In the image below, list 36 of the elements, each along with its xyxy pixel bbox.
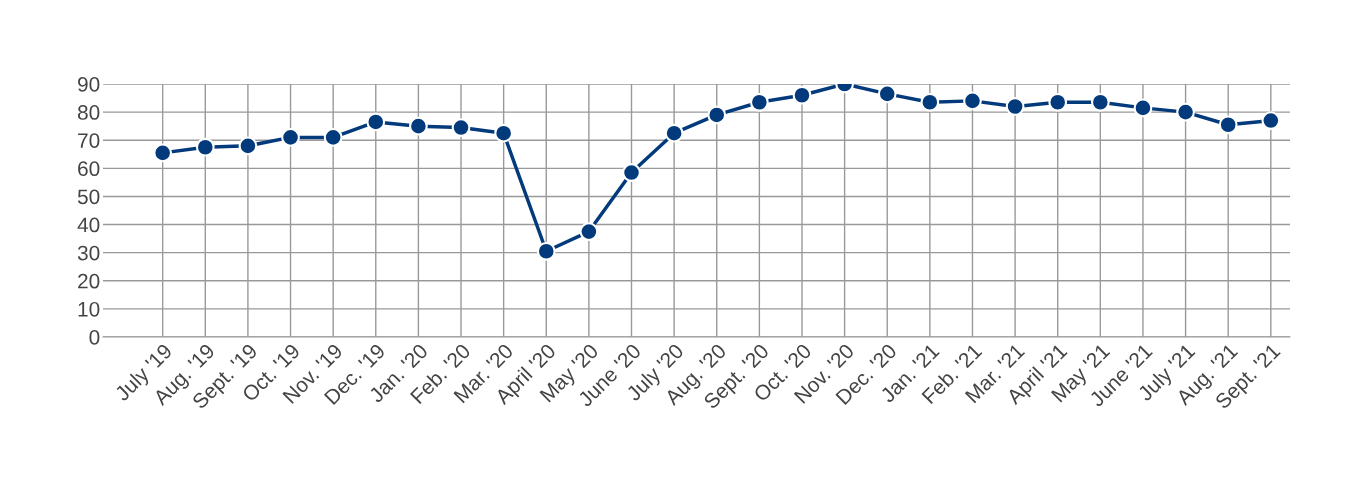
point bbox=[323, 128, 343, 147]
point bbox=[409, 116, 428, 136]
y-tick-label: 70 bbox=[78, 133, 100, 148]
point bbox=[238, 136, 258, 156]
point bbox=[153, 143, 173, 163]
y-tick-label: 30 bbox=[77, 245, 100, 261]
point bbox=[1005, 97, 1025, 116]
point bbox=[792, 85, 812, 105]
point bbox=[664, 123, 684, 143]
y-tick-label: 10 bbox=[78, 301, 100, 317]
point bbox=[281, 128, 300, 147]
y-tick-label: 50 bbox=[77, 189, 100, 205]
point bbox=[451, 118, 471, 137]
y-tick-label: 60 bbox=[78, 161, 100, 177]
point bbox=[1048, 92, 1068, 112]
point bbox=[963, 91, 982, 111]
point bbox=[1261, 111, 1281, 130]
point bbox=[1090, 92, 1110, 112]
point bbox=[579, 222, 599, 241]
point bbox=[1176, 102, 1195, 122]
y-tick-label: 80 bbox=[77, 105, 100, 120]
point bbox=[707, 105, 727, 125]
y-tick-label: 0 bbox=[89, 330, 100, 345]
point bbox=[366, 112, 386, 132]
y-tick-label: 90 bbox=[78, 77, 100, 92]
point bbox=[920, 92, 940, 112]
point bbox=[494, 123, 514, 143]
y-tick-label: 20 bbox=[78, 273, 100, 289]
point bbox=[536, 241, 556, 261]
point bbox=[195, 137, 215, 157]
point bbox=[749, 92, 769, 112]
point bbox=[622, 163, 641, 182]
point bbox=[877, 84, 897, 104]
y-tick-label: 40 bbox=[77, 217, 100, 233]
point bbox=[1218, 115, 1238, 135]
point bbox=[1133, 98, 1153, 118]
